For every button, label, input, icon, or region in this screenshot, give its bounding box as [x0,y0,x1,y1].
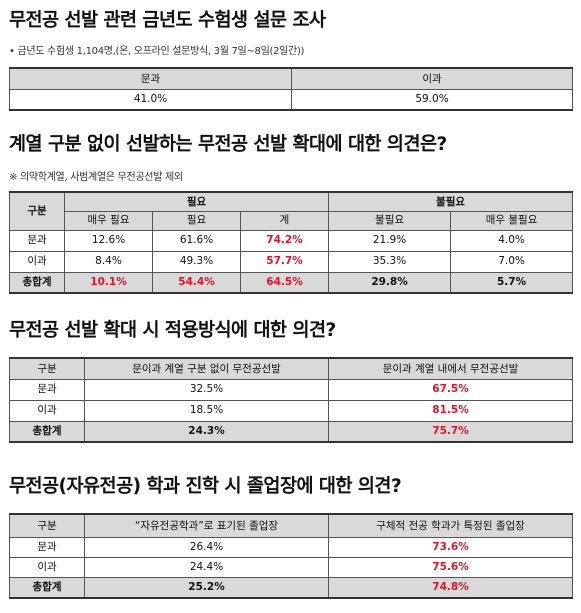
table-cell: 10.1% [64,271,153,294]
table-cell: 67.5% [328,378,573,401]
table-row: 문과 12.6% 61.6% 74.2% 21.9% 4.0% [9,229,574,252]
table-cell: 74.8% [328,576,573,599]
expansion-opinion-title: 계열 구분 없이 선발하는 무전공 선발 확대에 대한 의견은? [9,134,447,155]
header-group: 구분 [9,357,85,380]
table-cell: 35.3% [328,250,452,273]
subheader-very-need: 매우 필요 [64,210,153,231]
row-label: 총합계 [9,420,85,443]
header-need: 필요 [63,191,330,212]
table-cell: 29.8% [328,271,452,294]
table-cell: 32.5% [84,378,329,401]
table-row-total: 총합계 24.3% 75.7% [9,420,573,443]
diploma-opinion-table: 구분 “자유전공학과”로 표기된 졸업장 구체적 전공 학과가 특정된 졸업장 … [9,513,573,599]
respondent-ratio-table: 문과 이과 41.0% 59.0% [9,67,573,111]
header-group: 구분 [9,513,85,538]
method-opinion-title: 무전공 선발 확대 시 적용방식에 대한 의견? [9,320,336,341]
header-option-a: 문이과 계열 구분 없이 무전공선발 [84,357,329,380]
table-cell: 75.6% [328,556,573,578]
table-cell: 57.7% [239,250,330,273]
table-row-total: 총합계 10.1% 54.4% 64.5% 29.8% 5.7% [9,271,574,294]
table-row: 문과 32.5% 67.5% [9,378,573,401]
table-row: 이과 18.5% 81.5% [9,399,573,422]
table-cell: 54.4% [152,271,241,294]
expansion-note: ※ 의약학계열, 사범계열은 무전공선발 제외 [9,172,183,183]
table-cell: 26.4% [84,536,329,558]
table-cell: 49.3% [152,250,241,273]
row-label: 이과 [9,556,85,578]
subheader-sum: 계 [239,210,330,231]
method-opinion-table: 구분 문이과 계열 구분 없이 무전공선발 문이과 계열 내에서 무전공선발 문… [9,357,573,443]
table-row: 문과 26.4% 73.6% [9,536,573,558]
table-cell: 12.6% [64,229,153,252]
table-cell: 25.2% [84,576,329,599]
header-option-b: 문이과 계열 내에서 무전공선발 [328,357,573,380]
table-cell: 8.4% [64,250,153,273]
table-cell: 61.6% [152,229,241,252]
survey-note: • 금년도 수험생 1,104명,(온, 오프라인 설문방식, 3월 7일~8일… [9,46,305,57]
subheader-noneed: 불필요 [328,210,452,231]
row-label: 총합계 [9,576,85,599]
table-cell: 7.0% [450,250,574,273]
diploma-opinion-title: 무전공(자유전공) 학과 진학 시 졸업장에 대한 의견? [9,476,402,497]
table-cell: 73.6% [328,536,573,558]
table-cell: 18.5% [84,399,329,422]
table-cell: 75.7% [328,420,573,443]
value-humanities: 41.0% [9,88,292,111]
row-label: 문과 [9,378,85,401]
table-cell: 5.7% [450,271,574,294]
header-noneed: 불필요 [328,191,574,212]
row-label: 이과 [9,250,65,273]
header-option-b: 구체적 전공 학과가 특정된 졸업장 [328,513,573,538]
subheader-very-noneed: 매우 불필요 [450,210,574,231]
subheader-need: 필요 [152,210,241,231]
row-label: 문과 [9,229,65,252]
expansion-opinion-table: 구분 필요 불필요 매우 필요 필요 계 불필요 매우 불필요 문과 12.6%… [9,191,574,294]
table-cell: 64.5% [239,271,330,294]
value-science: 59.0% [291,88,573,111]
row-label: 문과 [9,536,85,558]
table-cell: 24.3% [84,420,329,443]
table-cell: 74.2% [239,229,330,252]
row-label: 총합계 [9,271,65,294]
table-row: 이과 24.4% 75.6% [9,556,573,578]
survey-title: 무전공 선발 관련 금년도 수험생 설문 조사 [9,10,326,31]
table-cell: 24.4% [84,556,329,578]
header-group: 구분 [9,191,65,231]
table-cell: 4.0% [450,229,574,252]
row-label: 이과 [9,399,85,422]
table-row: 이과 8.4% 49.3% 57.7% 35.3% 7.0% [9,250,574,273]
table-cell: 21.9% [328,229,452,252]
header-option-a: “자유전공학과”로 표기된 졸업장 [84,513,329,538]
header-humanities: 문과 [9,67,292,90]
table-row-total: 총합계 25.2% 74.8% [9,576,573,599]
table-cell: 81.5% [328,399,573,422]
header-science: 이과 [291,67,573,90]
